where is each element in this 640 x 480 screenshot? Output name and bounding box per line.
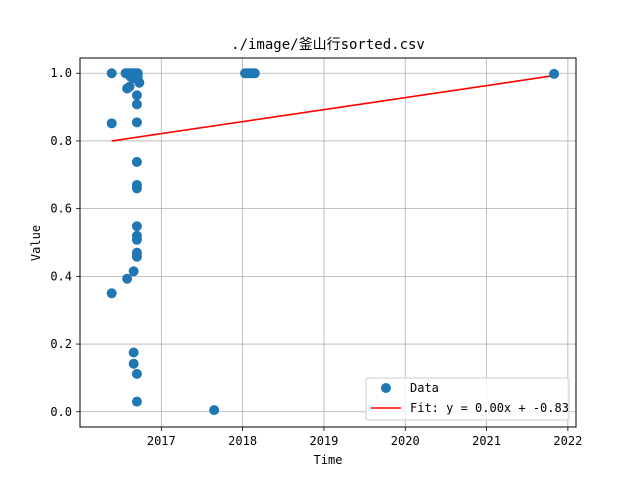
- plot-frame: [79, 57, 577, 428]
- data-point: [549, 68, 560, 79]
- data-point: [128, 266, 139, 277]
- y-tick-label: 0.6: [50, 202, 72, 216]
- y-tick-label: 0.2: [50, 337, 72, 351]
- data-point: [131, 90, 142, 101]
- x-tick-label: 2018: [228, 434, 257, 448]
- fit-line: [111, 74, 555, 142]
- data-point: [131, 234, 142, 245]
- data-point: [131, 117, 142, 128]
- data-point: [131, 99, 142, 110]
- data-point: [131, 396, 142, 407]
- data-point: [106, 288, 117, 299]
- y-tick-label: 1.0: [50, 66, 72, 80]
- data-point: [134, 77, 145, 88]
- data-point: [131, 156, 142, 167]
- x-tick-label: 2020: [391, 434, 420, 448]
- data-point: [131, 368, 142, 379]
- legend-label-fit: Fit: y = 0.00x + -0.83: [410, 401, 569, 415]
- data-point: [131, 251, 142, 262]
- data-point: [131, 183, 142, 194]
- y-axis-label: Value: [29, 225, 43, 261]
- y-axis-ticks: 0.0 0.2 0.4 0.6 0.8 1.0: [50, 66, 80, 419]
- points-layer: [106, 68, 560, 416]
- data-point: [131, 221, 142, 232]
- legend-label-data: Data: [410, 381, 439, 395]
- x-tick-label: 2022: [553, 434, 582, 448]
- data-point: [122, 273, 133, 284]
- x-axis-ticks: 2017 2018 2019 2020 2021 2022: [147, 427, 582, 448]
- y-tick-label: 0.4: [50, 269, 72, 283]
- data-point: [106, 68, 117, 79]
- plot-background: [80, 58, 576, 427]
- legend-marker-data: [381, 383, 391, 393]
- x-tick-label: 2017: [147, 434, 176, 448]
- legend-box: [365, 377, 570, 421]
- grid: [80, 58, 576, 427]
- x-axis-label: Time: [314, 453, 343, 467]
- x-tick-label: 2021: [472, 434, 501, 448]
- fit-line-layer: [111, 74, 555, 142]
- data-point: [124, 81, 135, 92]
- y-tick-label: 0.0: [50, 405, 72, 419]
- data-point: [209, 405, 220, 416]
- data-point: [106, 118, 117, 129]
- x-tick-label: 2019: [309, 434, 338, 448]
- data-point: [249, 68, 260, 79]
- data-point: [128, 347, 139, 358]
- data-point: [128, 358, 139, 369]
- legend: Data Fit: y = 0.00x + -0.83: [365, 377, 570, 421]
- y-tick-label: 0.8: [50, 134, 72, 148]
- chart-title: ./image/釜山行sorted.csv: [231, 37, 425, 53]
